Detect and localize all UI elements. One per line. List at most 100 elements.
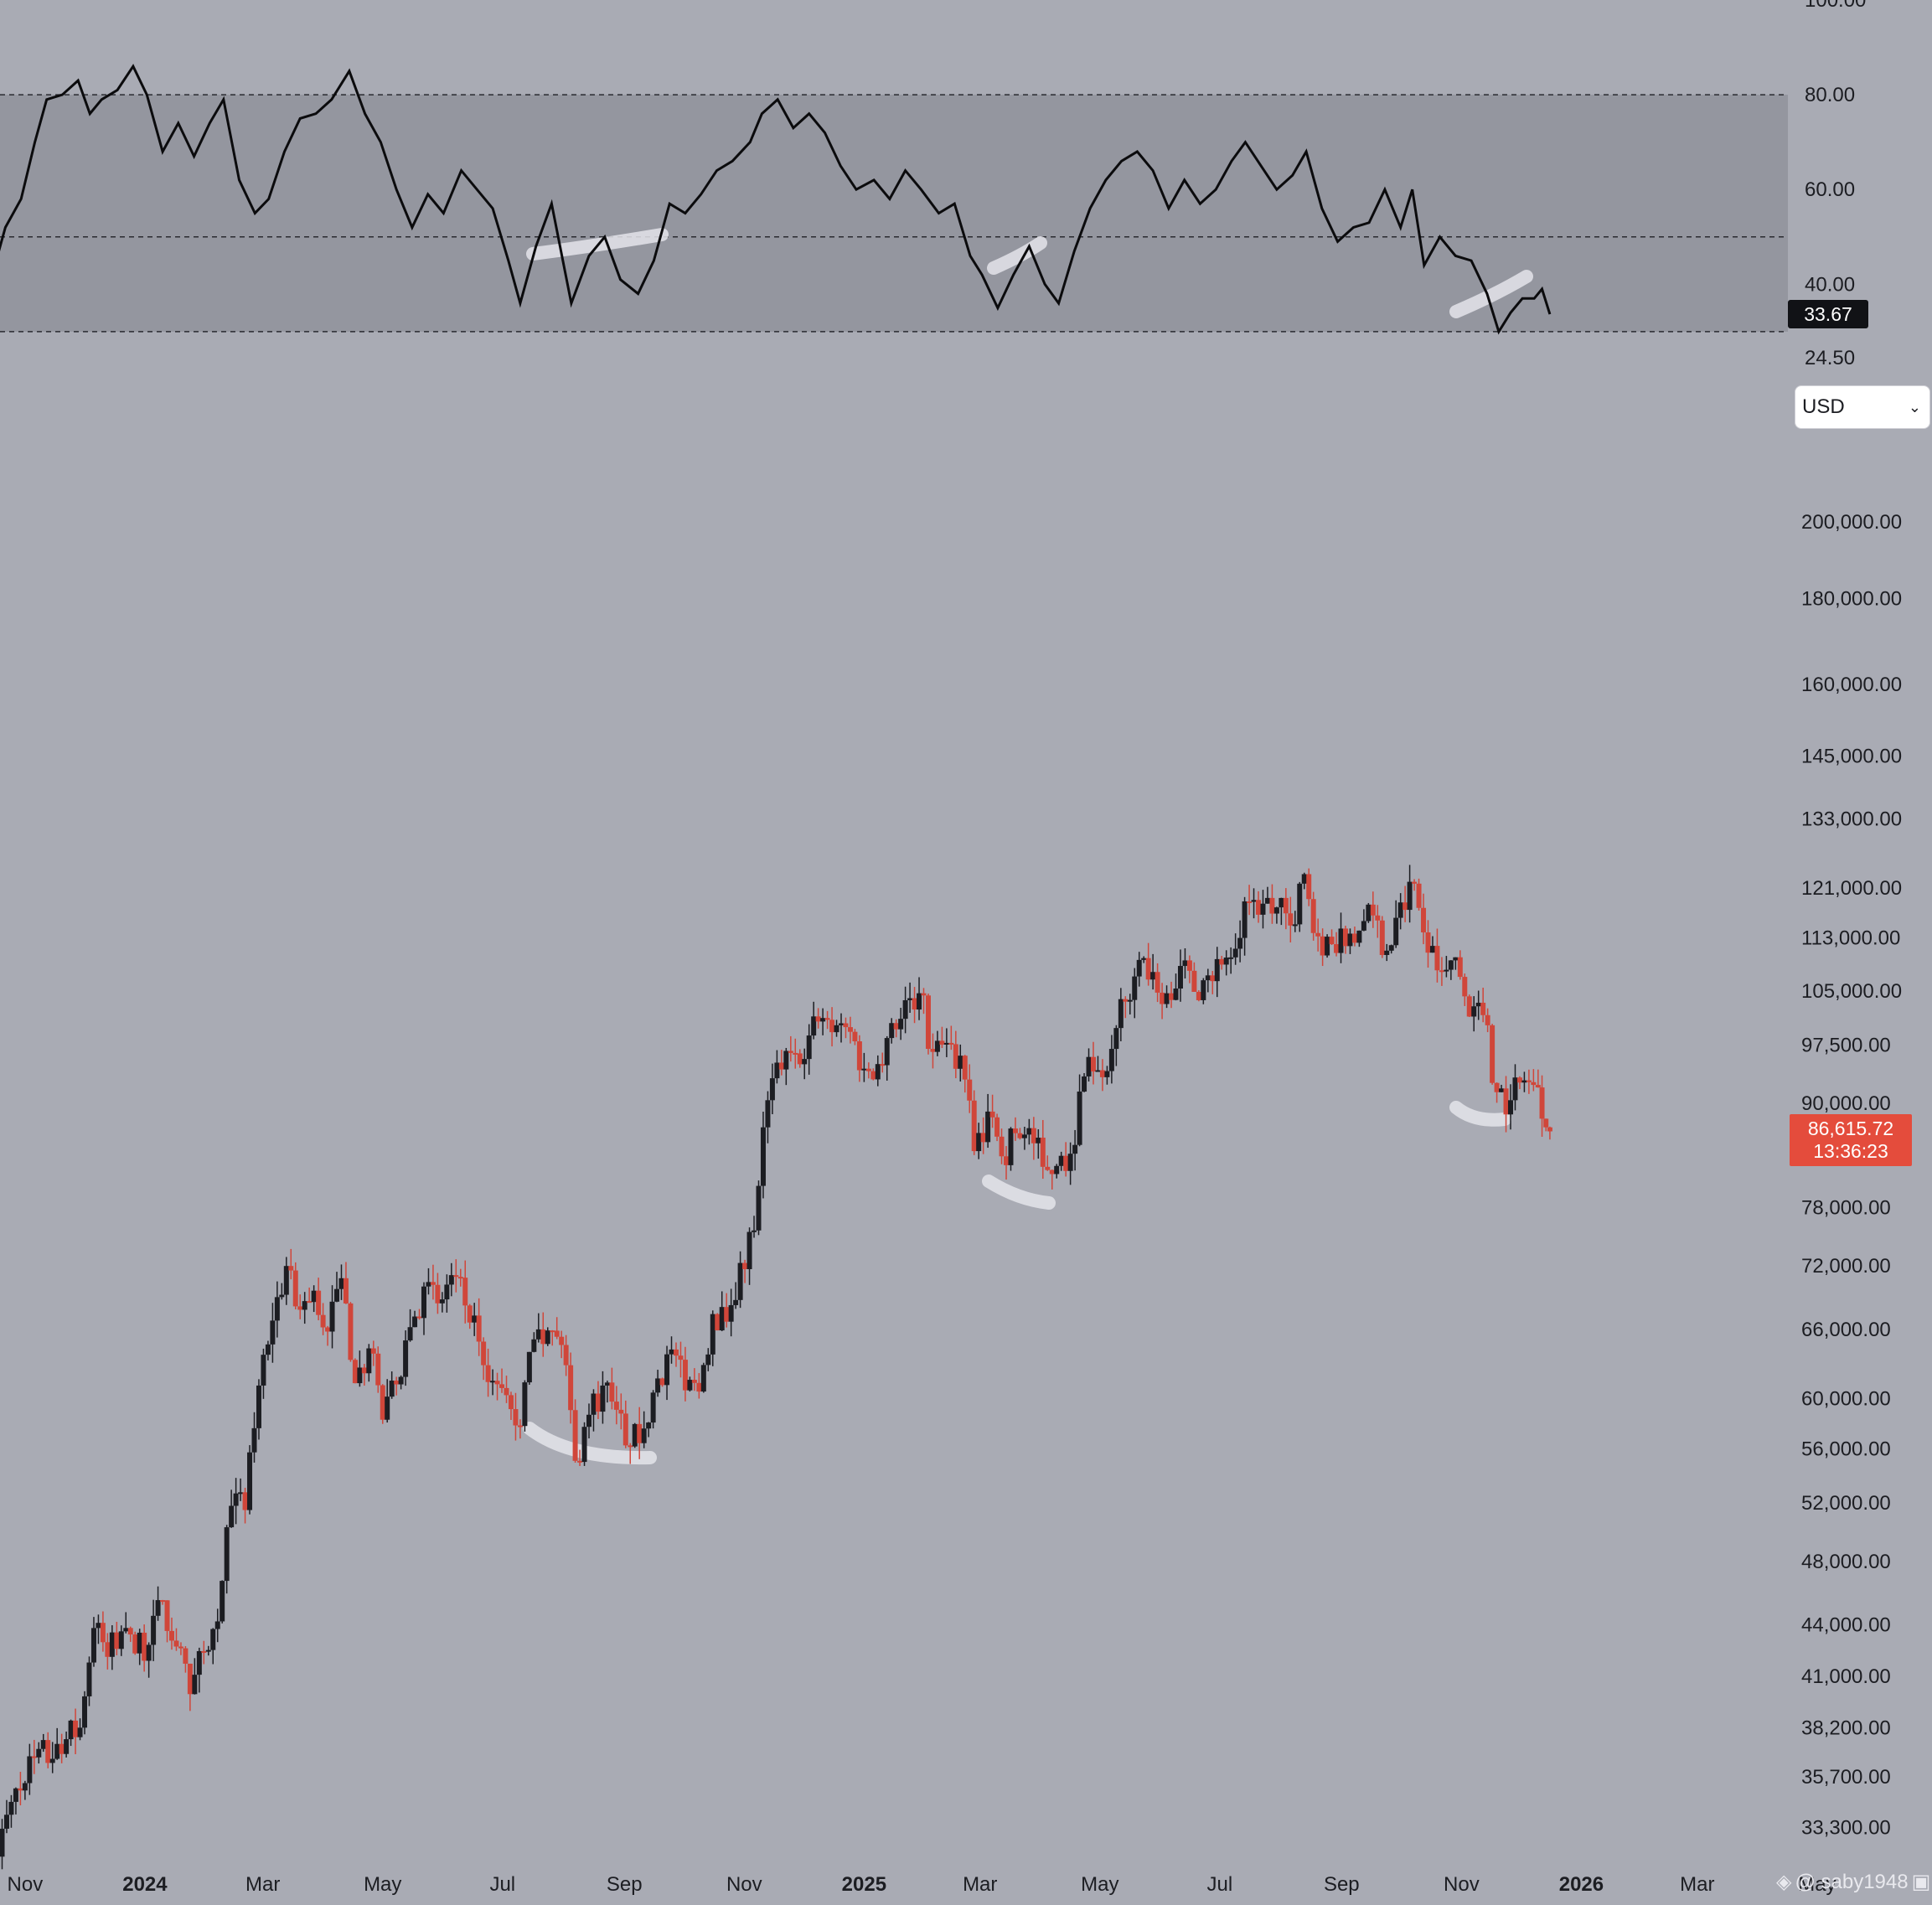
candle-body xyxy=(1132,976,1138,1000)
candle-body xyxy=(778,1062,784,1070)
candle-body xyxy=(499,1384,505,1388)
candle-body xyxy=(1466,996,1472,1017)
candle-body xyxy=(1036,1138,1041,1144)
candle-body xyxy=(412,1316,418,1328)
candle-body xyxy=(1145,958,1151,980)
candle-body xyxy=(123,1628,129,1632)
candle-body xyxy=(1499,1088,1505,1092)
price-tick-label: 121,000.00 xyxy=(1801,877,1902,900)
candle-body xyxy=(485,1365,491,1382)
candle-body xyxy=(641,1428,647,1443)
candle-body xyxy=(307,1301,313,1304)
candle-body xyxy=(531,1339,537,1352)
price-tick-label: 113,000.00 xyxy=(1801,927,1900,949)
candle-body xyxy=(49,1758,55,1763)
currency-select[interactable]: USD ⌄ xyxy=(1795,385,1930,429)
candle-body xyxy=(1273,907,1279,914)
candle-body xyxy=(1503,1088,1509,1115)
candle-body xyxy=(311,1290,317,1303)
candle-body xyxy=(650,1392,656,1423)
candle-body xyxy=(632,1423,638,1447)
candle-body xyxy=(1214,958,1220,982)
candle-body xyxy=(27,1756,33,1784)
candle-body xyxy=(522,1382,528,1427)
candle-body xyxy=(1045,1166,1051,1170)
candle-body xyxy=(73,1720,79,1737)
candle-body xyxy=(1228,957,1234,959)
candle-body xyxy=(1439,970,1444,973)
candle-body xyxy=(517,1425,523,1427)
candlesticks xyxy=(0,865,1552,1870)
candle-body xyxy=(604,1382,610,1386)
candle-body xyxy=(1490,1025,1495,1083)
candle-body xyxy=(618,1409,624,1414)
camera-icon[interactable]: ▣ xyxy=(1911,1871,1931,1893)
candle-body xyxy=(1543,1118,1549,1128)
candle-body xyxy=(118,1631,124,1649)
candle-body xyxy=(1338,928,1344,953)
price-tick-label: 90,000.00 xyxy=(1801,1092,1891,1115)
candle-body xyxy=(1264,897,1270,904)
candle-body xyxy=(577,1460,583,1463)
candle-body xyxy=(765,1100,771,1128)
price-tick-label: 105,000.00 xyxy=(1801,980,1902,1003)
price-tick-label: 200,000.00 xyxy=(1801,511,1902,534)
candle-body xyxy=(357,1367,363,1384)
candle-body xyxy=(1095,1070,1101,1072)
candle-body xyxy=(1099,1070,1105,1077)
candle-body xyxy=(146,1644,152,1661)
candle-body xyxy=(907,998,913,1000)
candle-body xyxy=(943,1042,949,1045)
candle-body xyxy=(586,1414,592,1427)
candle-body xyxy=(283,1266,289,1295)
candle-body xyxy=(1108,1049,1114,1071)
time-tick-label: Sep xyxy=(1324,1873,1360,1896)
candle-body xyxy=(1260,903,1266,915)
candle-body xyxy=(183,1648,189,1664)
candle-body xyxy=(902,999,908,1020)
candle-body xyxy=(1403,902,1408,911)
time-tick-label: May xyxy=(364,1873,401,1896)
candle-body xyxy=(1219,958,1225,965)
candle-body xyxy=(1429,946,1435,953)
time-axis: Nov 2024 Mar May Jul Sep Nov 2025 Mar May Jul Sep No… xyxy=(8,1873,1836,1896)
candle-body xyxy=(279,1294,285,1298)
candle-body xyxy=(86,1662,92,1696)
candle-body xyxy=(696,1382,702,1392)
candle-body xyxy=(64,1739,70,1754)
candle-body xyxy=(274,1297,280,1321)
candle-body xyxy=(270,1320,276,1345)
time-tick-label: Nov xyxy=(726,1873,762,1896)
candle-body xyxy=(1247,901,1253,904)
candle-body xyxy=(691,1380,697,1383)
candle-body xyxy=(1485,1014,1490,1025)
candle-body xyxy=(1283,897,1289,914)
candle-body xyxy=(1177,966,1183,989)
candle-body xyxy=(865,1068,871,1071)
time-tick-label: Nov xyxy=(1444,1873,1480,1896)
candle-body xyxy=(1279,897,1284,908)
candle-body xyxy=(563,1345,569,1366)
candle-body xyxy=(746,1231,752,1269)
candle-body xyxy=(637,1423,643,1443)
candle-body xyxy=(205,1649,211,1652)
time-tick-label: Jul xyxy=(489,1873,515,1896)
candle-body xyxy=(18,1788,23,1791)
candle-body xyxy=(444,1284,450,1300)
candle-body xyxy=(1063,1155,1069,1171)
candle-body xyxy=(550,1330,555,1333)
candle-body xyxy=(1412,881,1418,884)
candle-body xyxy=(861,1068,867,1071)
candle-body xyxy=(678,1355,684,1360)
candle-body xyxy=(609,1382,615,1402)
candle-body xyxy=(1356,930,1362,943)
candle-body xyxy=(962,1056,968,1080)
candle-body xyxy=(1237,937,1243,949)
candle-body xyxy=(302,1301,307,1310)
price-tick-label: 66,000.00 xyxy=(1801,1319,1891,1341)
candle-body xyxy=(1388,945,1394,951)
candle-body xyxy=(1329,937,1335,945)
candle-body xyxy=(1425,932,1431,953)
time-tick-label: May xyxy=(1081,1873,1118,1896)
